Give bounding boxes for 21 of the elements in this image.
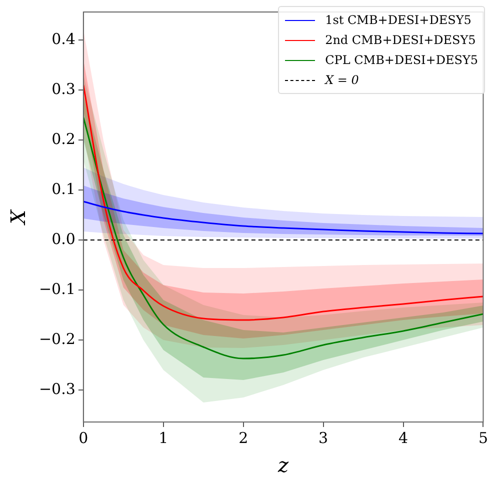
x-tick-label: 4 bbox=[398, 428, 408, 447]
line-series bbox=[83, 200, 484, 234]
legend-label: 2nd CMB+DESI+DESY5 bbox=[325, 33, 476, 47]
y-tick-label: −0.2 bbox=[38, 330, 76, 348]
x-tick-label: 0 bbox=[78, 428, 88, 447]
y-tick-label: 0.1 bbox=[52, 180, 76, 198]
x-tick-label: 1 bbox=[158, 428, 168, 447]
x-tick-label: 2 bbox=[238, 428, 248, 447]
x-axis-title: z bbox=[277, 453, 290, 478]
y-tick-label: 0.3 bbox=[52, 80, 76, 98]
y-tick-label: −0.3 bbox=[38, 380, 76, 398]
legend-label: CPL CMB+DESI+DESY5 bbox=[325, 53, 478, 67]
x-tick-label: 5 bbox=[478, 428, 488, 447]
legend-label: X = 0 bbox=[325, 73, 359, 87]
y-tick-label: 0.2 bbox=[52, 130, 76, 148]
y-tick-label: 0.4 bbox=[52, 30, 76, 48]
legend-label: 1st CMB+DESI+DESY5 bbox=[325, 13, 472, 27]
x-tick-label: 3 bbox=[318, 428, 328, 447]
y-axis-title: X bbox=[6, 209, 30, 226]
y-tick-label: −0.1 bbox=[38, 280, 76, 298]
y-tick-label: 0.0 bbox=[52, 230, 76, 248]
